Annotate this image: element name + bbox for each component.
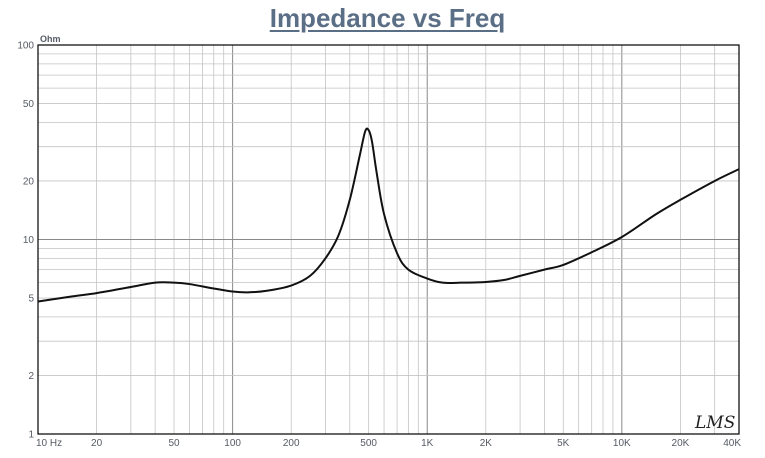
x-tick-label: 40K — [723, 438, 741, 449]
y-tick-label: 50 — [23, 99, 35, 110]
chart-title: Impedance vs Freq — [269, 3, 506, 33]
x-tick-label: 100 — [224, 438, 241, 449]
y-tick-label: 5 — [28, 294, 34, 305]
grid-lines — [38, 45, 739, 434]
x-tick-label: 1K — [421, 438, 434, 449]
x-axis-ticks: 10 Hz 20 50 100 200 500 1K 2K 5K 10K 20K 40K — [36, 438, 741, 449]
x-tick-label: 10K — [613, 438, 631, 449]
plot-frame — [37, 44, 740, 435]
x-tick-label: 10 Hz — [36, 438, 62, 449]
x-tick-label: 2K — [480, 438, 493, 449]
y-tick-label: 1 — [28, 430, 34, 441]
y-tick-label: 2 — [28, 371, 34, 382]
x-tick-label: 50 — [168, 438, 180, 449]
x-tick-label: 5K — [557, 438, 570, 449]
lms-logo: LMS — [694, 413, 735, 433]
x-tick-label: 20 — [91, 438, 103, 449]
y-tick-label: 20 — [23, 176, 35, 187]
y-tick-label: 100 — [17, 41, 34, 52]
y-tick-label: 10 — [23, 235, 35, 246]
x-tick-label: 200 — [283, 438, 300, 449]
x-tick-label: 20K — [672, 438, 690, 449]
y-axis-ticks: 1 2 5 10 20 50 100 — [17, 41, 34, 441]
x-tick-label: 500 — [360, 438, 377, 449]
impedance-series-line — [37, 127, 740, 303]
y-axis-unit-label: Ohm — [40, 34, 61, 44]
